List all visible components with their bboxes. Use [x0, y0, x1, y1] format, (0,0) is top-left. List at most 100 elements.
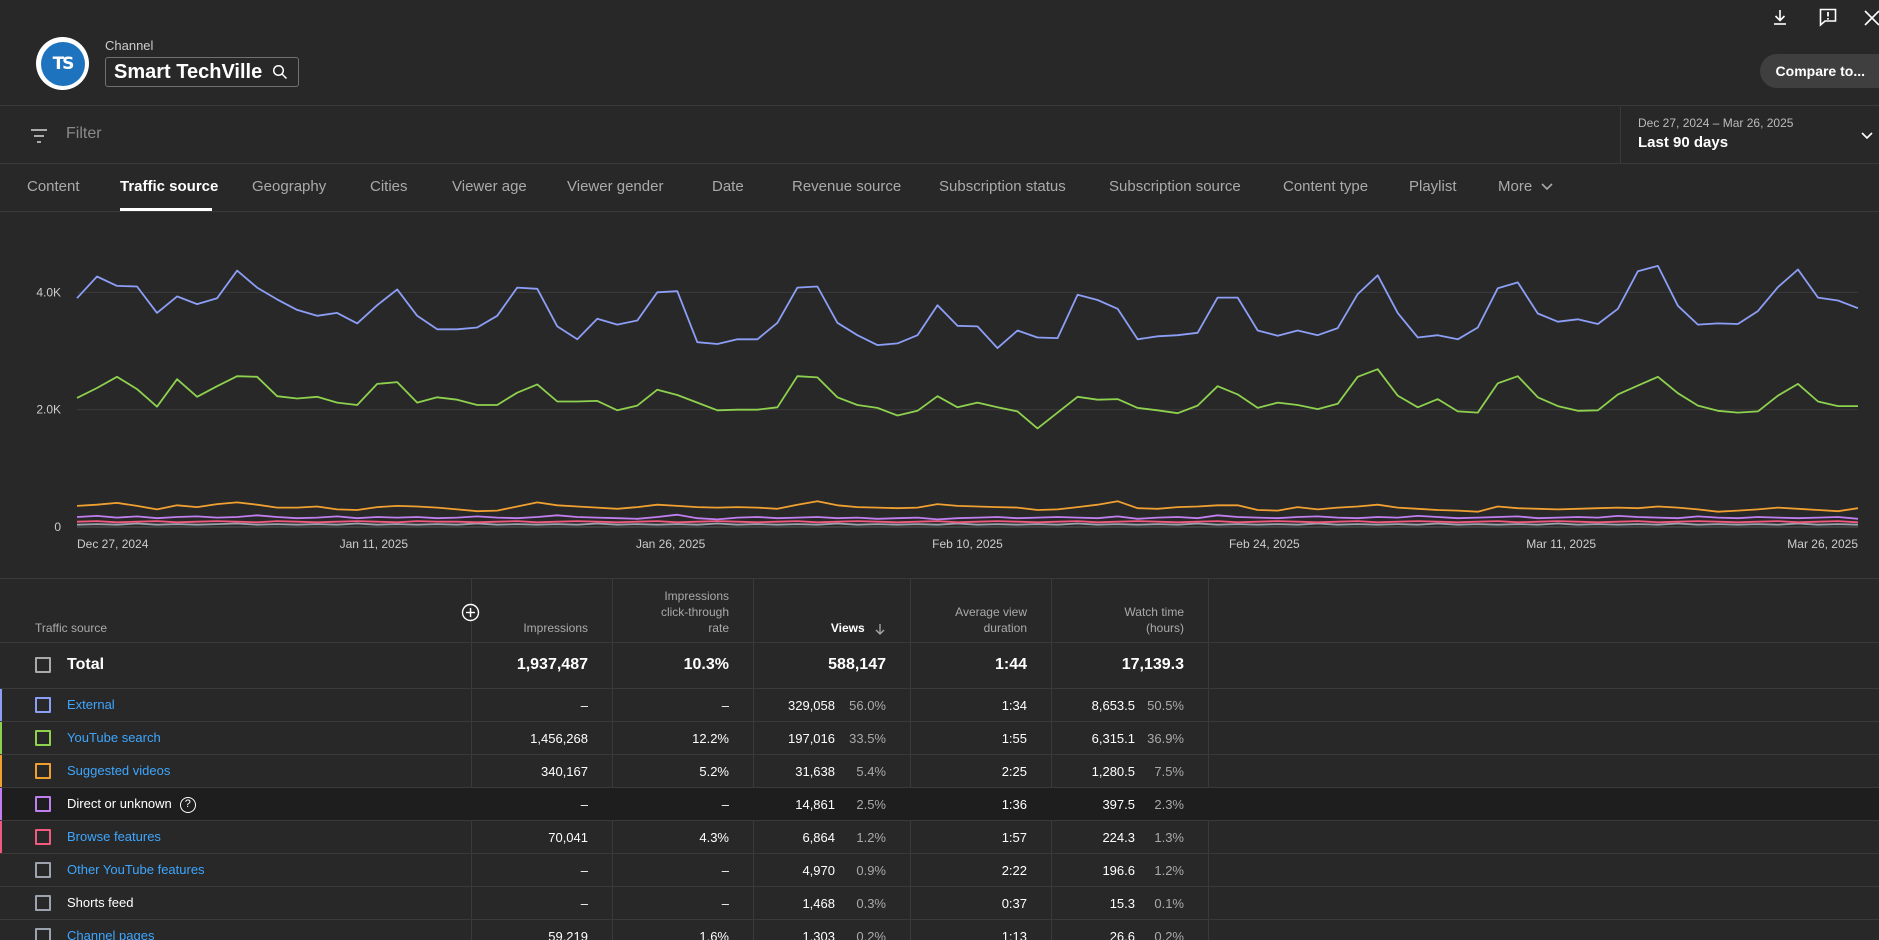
traffic-source-table: Traffic source Impressions Impressions c…	[0, 578, 1879, 940]
header-views[interactable]: Views	[831, 620, 886, 636]
tab-more-label: More	[1498, 178, 1533, 195]
traffic-source-name[interactable]: Channel pages	[67, 928, 154, 940]
series-color-marker	[0, 821, 2, 853]
tab-more[interactable]: More	[1498, 178, 1554, 195]
cell-ctr: –	[721, 797, 729, 812]
series-color-marker	[0, 755, 2, 787]
cell-views-pct: 0.2%	[856, 929, 886, 940]
cell-ctr: –	[721, 698, 729, 713]
traffic-source-name[interactable]: Other YouTube features	[67, 862, 205, 877]
series-line-1	[76, 368, 1858, 430]
tab-date[interactable]: Date	[712, 178, 744, 195]
cell-ctr: 12.2%	[692, 731, 729, 746]
header-watch-time[interactable]: Watch time (hours)	[1124, 604, 1184, 636]
row-checkbox[interactable]	[35, 895, 51, 911]
header-impressions[interactable]: Impressions	[523, 621, 588, 635]
tab-cities[interactable]: Cities	[370, 178, 408, 195]
download-icon[interactable]	[1767, 4, 1793, 30]
x-tick-label: Mar 11, 2025	[1526, 537, 1596, 551]
series-color-marker	[0, 722, 2, 754]
row-checkbox[interactable]	[35, 730, 51, 746]
tab-subscription-source[interactable]: Subscription source	[1109, 178, 1241, 195]
table-row: Channel pages 59,219 1.6% 1,303 0.2% 1:13 26.6…	[0, 919, 1879, 940]
date-range-picker[interactable]: Dec 27, 2024 – Mar 26, 2025 Last 90 days	[1620, 107, 1879, 164]
table-row: Shorts feed – – 1,468 0.3% 0:37 15.3 0.1%	[0, 886, 1879, 919]
filter-icon[interactable]	[29, 126, 49, 146]
row-checkbox[interactable]	[35, 763, 51, 779]
cell-watch-time: 224.3	[1102, 830, 1135, 845]
cell-views: 197,016	[788, 731, 835, 746]
cell-watch-pct: 7.5%	[1154, 764, 1184, 779]
tab-content-type[interactable]: Content type	[1283, 178, 1369, 195]
row-checkbox[interactable]	[35, 862, 51, 878]
cell-views-pct: 33.5%	[849, 731, 886, 746]
cell-views: 4,970	[802, 863, 835, 878]
row-checkbox[interactable]	[35, 928, 51, 940]
tab-playlist[interactable]: Playlist	[1409, 178, 1457, 195]
cell-views-pct: 56.0%	[849, 698, 886, 713]
header-views-label: Views	[830, 621, 865, 635]
close-icon[interactable]	[1863, 4, 1879, 30]
total-label: Total	[67, 656, 105, 673]
cell-views-pct: 1.2%	[856, 830, 886, 845]
column-separator	[612, 579, 613, 940]
x-tick-label: Feb 24, 2025	[1229, 537, 1300, 551]
table-row: Direct or unknown? – – 14,861 2.5% 1:36 397.5 2…	[0, 787, 1879, 820]
compare-button[interactable]: Compare to...	[1759, 54, 1879, 88]
traffic-source-name: Shorts feed	[67, 895, 134, 910]
series-line-2	[76, 500, 1859, 513]
traffic-source-name[interactable]: Browse features	[67, 829, 161, 844]
traffic-source-name[interactable]: Suggested videos	[67, 763, 170, 778]
traffic-source-label: Other YouTube features	[67, 862, 205, 877]
x-tick-label: Jan 26, 2025	[636, 537, 706, 551]
tab-geography[interactable]: Geography	[252, 178, 327, 195]
header-watch-line1: Watch time	[1124, 605, 1184, 619]
traffic-source-name[interactable]: YouTube search	[67, 730, 161, 745]
channel-selector[interactable]: Smart TechVille	[105, 57, 300, 87]
cell-impressions: 70,041	[548, 830, 588, 845]
total-row: Total 1,937,487 10.3% 588,147 1:44 17,13…	[0, 642, 1879, 688]
cell-impressions: –	[580, 698, 588, 713]
cell-avd: 0:37	[1001, 896, 1027, 911]
help-icon[interactable]: ?	[179, 796, 196, 813]
cell-watch-pct: 36.9%	[1147, 731, 1184, 746]
tab-revenue-source[interactable]: Revenue source	[792, 178, 902, 195]
row-checkbox[interactable]	[35, 697, 51, 713]
cell-watch-pct: 2.3%	[1154, 797, 1184, 812]
header-ctr-line2: click-through	[660, 605, 729, 619]
x-tick-label: Mar 26, 2025	[1787, 537, 1858, 551]
cell-impressions: –	[580, 896, 588, 911]
header-ctr-line3: rate	[708, 621, 729, 635]
tab-traffic-source[interactable]: Traffic source	[120, 178, 219, 195]
filter-input[interactable]: Filter	[66, 125, 102, 142]
total-checkbox[interactable]	[35, 657, 51, 673]
header-traffic-source[interactable]: Traffic source	[35, 621, 108, 635]
cell-impressions: –	[580, 863, 588, 878]
cell-impressions: –	[580, 797, 588, 812]
tab-content[interactable]: Content	[27, 178, 80, 195]
header-avg-view-duration[interactable]: Average view duration	[955, 604, 1027, 636]
tab-subscription-status[interactable]: Subscription status	[939, 178, 1066, 195]
total-avd: 1:44	[994, 656, 1027, 673]
row-checkbox[interactable]	[35, 796, 51, 812]
tab-viewer-age[interactable]: Viewer age	[452, 178, 527, 195]
feedback-icon[interactable]	[1815, 4, 1841, 30]
add-column-icon[interactable]	[461, 603, 480, 622]
cell-views-pct: 0.9%	[856, 863, 886, 878]
cell-views: 329,058	[788, 698, 835, 713]
top-icons	[1767, 4, 1879, 30]
tab-viewer-gender[interactable]: Viewer gender	[567, 178, 664, 195]
cell-watch-pct: 1.3%	[1154, 830, 1184, 845]
total-views: 588,147	[828, 656, 886, 673]
y-tick-label: 0	[54, 520, 61, 534]
cell-watch-time: 1,280.5	[1091, 764, 1135, 779]
arrow-down-icon	[875, 623, 885, 635]
cell-views-pct: 2.5%	[856, 797, 886, 812]
channel-label: Channel	[105, 38, 154, 53]
row-checkbox[interactable]	[35, 829, 51, 845]
cell-views: 6,864	[802, 830, 835, 845]
header-ctr[interactable]: Impressions click-through rate	[661, 588, 729, 636]
traffic-source-name[interactable]: External	[67, 697, 115, 712]
cell-ctr: 4.3%	[699, 830, 729, 845]
